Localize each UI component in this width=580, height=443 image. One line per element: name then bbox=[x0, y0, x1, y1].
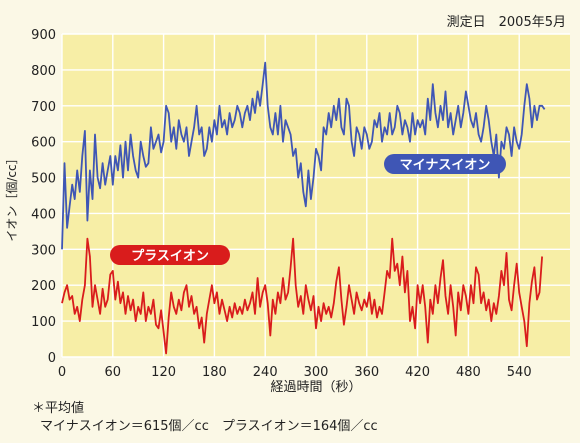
y-tick-label: 600 bbox=[31, 136, 56, 151]
x-tick-label: 240 bbox=[253, 365, 278, 380]
y-tick-labels: 0 100 200 300 400 500 600 700 800 900 bbox=[31, 28, 56, 366]
y-tick-label: 700 bbox=[31, 100, 56, 115]
x-tick-label: 120 bbox=[151, 365, 176, 380]
y-axis-label: イオン［個/cc］ bbox=[5, 152, 19, 241]
x-tick-label: 480 bbox=[456, 365, 481, 380]
y-tick-label: 400 bbox=[31, 207, 56, 222]
minus-ion-label-text: マイナスイオン bbox=[400, 158, 491, 173]
y-tick-label: 200 bbox=[31, 279, 56, 294]
y-tick-label: 800 bbox=[31, 64, 56, 79]
x-tick-label: 420 bbox=[405, 365, 430, 380]
x-tick-label: 0 bbox=[58, 365, 66, 380]
measurement-date: 測定日 2005年5月 bbox=[447, 15, 566, 30]
minus-ion-label: マイナスイオン bbox=[384, 154, 506, 174]
plus-ion-label-badge bbox=[110, 245, 230, 265]
minus-ion-label-badge bbox=[384, 154, 506, 174]
x-tick-label: 540 bbox=[507, 365, 532, 380]
average-note-values: マイナスイオン＝615個／cc プラスイオン＝164個／cc bbox=[40, 419, 378, 434]
x-tick-labels: 0 60 120 180 240 300 360 420 480 540 bbox=[58, 365, 532, 380]
y-tick-label: 500 bbox=[31, 172, 56, 187]
minus-ion-line bbox=[61, 61, 546, 250]
y-tick-label: 300 bbox=[31, 243, 56, 258]
plus-ion-line bbox=[61, 237, 543, 355]
x-tick-label: 60 bbox=[105, 365, 122, 380]
x-axis-label: 経過時間（秒） bbox=[270, 380, 361, 395]
y-tick-label: 0 bbox=[48, 351, 56, 366]
y-tick-label: 100 bbox=[31, 315, 56, 330]
x-tick-label: 300 bbox=[304, 365, 329, 380]
average-note-title: ＊平均値 bbox=[32, 400, 84, 416]
x-tick-label: 360 bbox=[354, 365, 379, 380]
y-tick-label: 900 bbox=[31, 28, 56, 43]
series-lines bbox=[61, 61, 546, 355]
plus-ion-label: プラスイオン bbox=[110, 245, 230, 265]
plus-ion-label-text: プラスイオン bbox=[131, 249, 209, 264]
x-tick-label: 180 bbox=[202, 365, 227, 380]
